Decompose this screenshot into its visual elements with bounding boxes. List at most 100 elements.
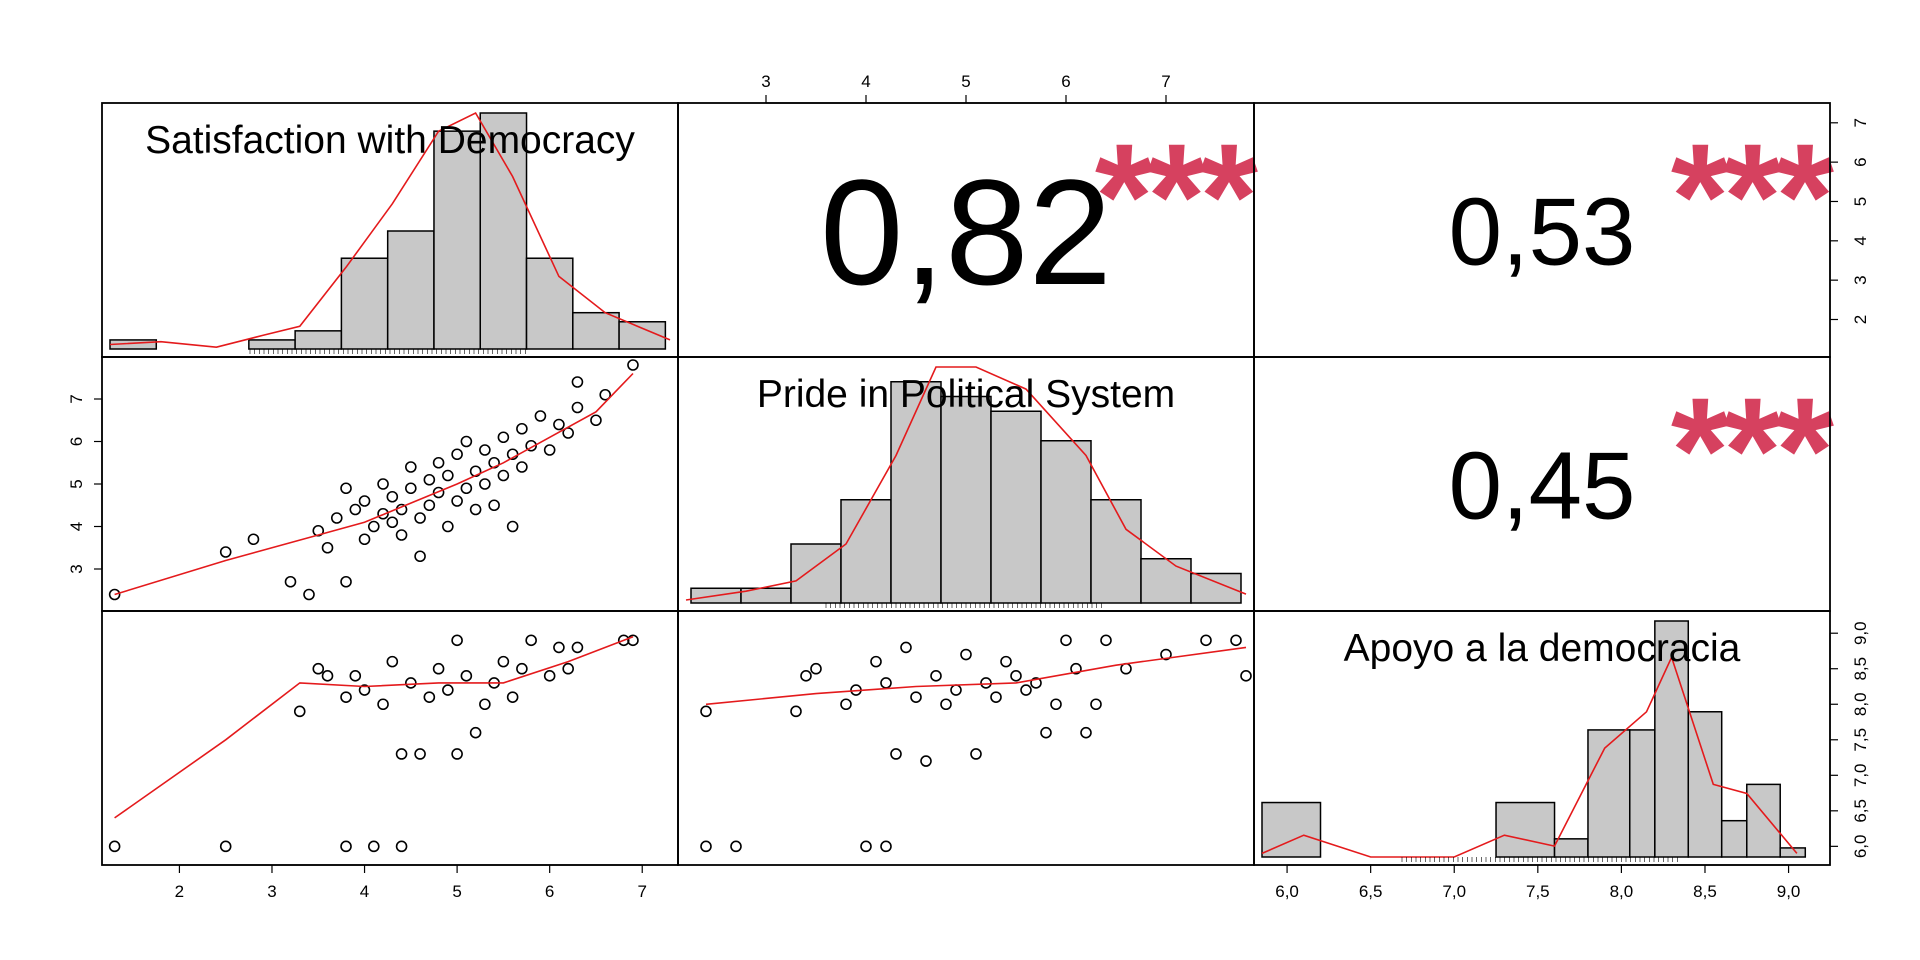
- histogram-bar: [1553, 838, 1589, 858]
- scatter-point: [1200, 634, 1212, 647]
- variable-label: Satisfaction with Democracy: [145, 119, 635, 162]
- scatter-point: [571, 401, 584, 414]
- scatter-point: [460, 482, 473, 495]
- tick-label: 8,5: [1693, 882, 1717, 901]
- scatter-point: [910, 691, 922, 703]
- scatter-point: [534, 410, 547, 422]
- tick-label: 7: [1161, 72, 1170, 91]
- significance-stars: ***: [1671, 112, 1835, 280]
- tick-label: 8,0: [1851, 692, 1870, 716]
- tick-label: 7,0: [1851, 763, 1870, 787]
- correlation-value: 0,45: [1449, 433, 1636, 540]
- scatter-point: [377, 507, 389, 520]
- scatter-point: [1080, 726, 1092, 739]
- histogram-bar: [1190, 572, 1242, 604]
- scatter-point: [423, 691, 436, 703]
- tick-label: 7: [67, 394, 86, 403]
- density-curve: [685, 366, 1247, 601]
- scatter-point: [930, 670, 942, 682]
- histogram-2: Apoyo a la democracia: [1261, 620, 1807, 862]
- scatter-point: [860, 840, 872, 853]
- histogram-bar: [525, 257, 574, 350]
- tick-label: 6: [545, 882, 554, 901]
- scatter-point: [516, 461, 528, 473]
- scatter-point: [219, 546, 232, 558]
- scatter-point: [488, 499, 500, 512]
- tick-label: 7: [1851, 118, 1870, 127]
- scatter-point: [469, 726, 482, 739]
- scatter-point: [386, 516, 399, 529]
- significance-stars: ***: [1671, 366, 1835, 534]
- scatter-point: [1060, 634, 1072, 647]
- variable-label: Pride in Political System: [757, 373, 1175, 416]
- histogram-bar: [1495, 801, 1556, 858]
- tick-label: 8,5: [1851, 657, 1870, 681]
- scatter-point: [562, 662, 574, 675]
- tick-label: 6: [67, 437, 86, 446]
- scatter-point: [340, 691, 352, 703]
- scatter-panel-2: [700, 634, 1252, 853]
- tick-label: 3: [1851, 275, 1870, 284]
- histogram-bar: [1040, 440, 1092, 604]
- scatter-point: [469, 503, 482, 516]
- scatter-point: [880, 677, 892, 689]
- tick-label: 6,0: [1851, 835, 1870, 859]
- histogram-bar: [1090, 499, 1142, 604]
- significance-stars: ***: [1095, 112, 1259, 280]
- scatter-point: [940, 698, 952, 711]
- histogram-bar: [248, 339, 296, 350]
- scatter-point: [377, 698, 389, 711]
- scatter-point: [1010, 670, 1022, 682]
- scatter-point: [700, 705, 712, 718]
- scatter-point: [405, 482, 417, 495]
- scatter-point: [432, 486, 445, 499]
- tick-label: 6,5: [1359, 882, 1383, 901]
- histogram-bar: [386, 230, 435, 350]
- scatter-point: [108, 840, 121, 853]
- histogram-1: Pride in Political System: [685, 366, 1247, 608]
- scatter-point: [405, 461, 417, 473]
- tick-label: 3: [67, 564, 86, 573]
- scatter-point: [980, 677, 992, 689]
- tick-label: 9,0: [1851, 621, 1870, 645]
- scatter-point: [340, 575, 352, 588]
- tick-label: 7,0: [1442, 882, 1466, 901]
- histogram-bar: [572, 311, 620, 350]
- histogram-bar: [1629, 729, 1656, 858]
- variable-label: Apoyo a la democracia: [1344, 627, 1741, 670]
- scatter-point: [571, 641, 584, 654]
- correlation-value: 0,53: [1449, 179, 1636, 286]
- histogram-bar: [890, 381, 942, 604]
- scatter-point: [1160, 648, 1172, 661]
- scatter-point: [312, 662, 325, 675]
- histogram-bar: [840, 499, 892, 604]
- tick-label: 6,5: [1851, 799, 1870, 823]
- scatter-point: [1020, 684, 1032, 696]
- scatter-point: [405, 677, 417, 689]
- scatter-point: [358, 533, 371, 546]
- scatter-point: [247, 533, 260, 546]
- scatter-point: [451, 634, 463, 647]
- scatter-point: [1050, 698, 1062, 711]
- tick-label: 9,0: [1777, 882, 1801, 901]
- scatter-point: [800, 670, 812, 682]
- scatter-point: [432, 456, 445, 469]
- scatter-point: [395, 840, 408, 853]
- tick-label: 8,0: [1610, 882, 1634, 901]
- smooth-line: [114, 372, 634, 596]
- scatter-point: [590, 414, 602, 427]
- scatter-point: [423, 499, 436, 512]
- histogram-bar: [1687, 711, 1723, 858]
- scatter-point: [479, 444, 491, 456]
- tick-label: 5: [1851, 197, 1870, 206]
- tick-label: 7: [637, 882, 646, 901]
- scatter-point: [1100, 634, 1112, 647]
- scatter-point: [543, 670, 556, 682]
- scatter-point: [497, 469, 510, 482]
- scatter-point: [627, 359, 639, 371]
- scatter-point: [840, 698, 852, 711]
- x-axis-1: 3 4 5 6 7: [761, 72, 1171, 104]
- scatter-point: [553, 418, 565, 431]
- density-curve: [1261, 655, 1798, 858]
